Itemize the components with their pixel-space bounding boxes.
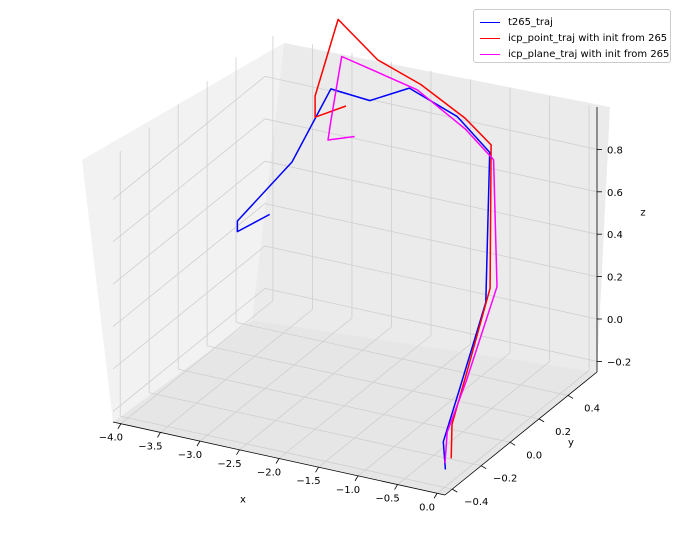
x-axis-line	[112, 421, 446, 496]
x-grid-floor	[199, 317, 353, 442]
legend-swatch-icp-plane	[480, 53, 500, 55]
z-tick-label: 0.2	[607, 273, 623, 284]
y-axis-line	[444, 371, 598, 496]
legend-swatch-icp-point	[480, 37, 500, 39]
x-tick-mark	[275, 458, 280, 464]
x-tick-label: −0.5	[375, 494, 399, 505]
z-tick-label: 0.6	[607, 188, 623, 199]
x-tick-label: −2.5	[217, 459, 241, 470]
left-pane	[82, 43, 284, 422]
legend-swatch-t265	[480, 21, 500, 23]
x-tick-label: −1.0	[336, 485, 360, 496]
y-tick-mark	[509, 441, 516, 446]
z-grid-back	[264, 203, 598, 277]
x-tick-mark	[236, 449, 240, 456]
y-axis-label: y	[568, 438, 574, 449]
legend-label-t265: t265_traj	[508, 16, 553, 28]
y-grid-floor	[235, 322, 569, 396]
x-tick-label: −3.5	[138, 441, 162, 452]
y-tick-mark	[538, 418, 545, 423]
grid-lines	[112, 35, 598, 494]
y-tick-mark	[567, 395, 574, 399]
z-axis-label: z	[640, 208, 645, 219]
y-tick-label: −0.4	[464, 497, 488, 508]
x-grid-floor	[397, 361, 550, 485]
legend-label-icp-plane: icp_plane_traj with init from 265	[508, 48, 670, 60]
y-tick-label: 0.0	[526, 450, 542, 461]
series-line-0	[236, 87, 491, 470]
z-grid-left	[112, 118, 266, 243]
z-grid-back	[264, 160, 598, 235]
z-grid-left	[112, 245, 266, 370]
x-tick-mark	[117, 423, 122, 429]
series-line-1	[314, 18, 492, 459]
x-grid-floor	[357, 352, 511, 477]
data-series	[236, 18, 498, 470]
x-tick-mark	[315, 466, 319, 473]
z-grid-back	[264, 76, 598, 150]
y-tick-label: 0.4	[584, 403, 600, 414]
x-grid-floor	[160, 309, 313, 433]
z-grid-back	[264, 245, 598, 320]
legend: t265_traj icp_point_traj with init from …	[473, 9, 671, 63]
legend-label-icp-point: icp_point_traj with init from 265	[508, 32, 668, 44]
x-grid-floor	[436, 369, 590, 494]
x-tick-label: −4.0	[99, 433, 123, 444]
x-tick-mark	[354, 475, 359, 482]
series-line-2	[327, 55, 498, 464]
z-tick-label: 0.8	[607, 145, 623, 156]
x-tick-mark	[196, 440, 201, 447]
z-grid-left	[112, 160, 266, 285]
x-grid-floor	[120, 300, 274, 425]
legend-item-t265: t265_traj	[480, 15, 553, 29]
x-tick-label: −3.0	[178, 450, 202, 461]
x-axis-label: x	[240, 495, 246, 506]
y-grid-floor	[178, 368, 511, 443]
y-tick-mark	[452, 488, 458, 493]
x-grid-floor	[278, 335, 432, 459]
x-tick-label: −1.5	[296, 476, 320, 487]
legend-item-icp-point: icp_point_traj with init from 265	[480, 31, 667, 45]
x-tick-label: −2.0	[257, 468, 281, 479]
y-grid-floor	[149, 392, 482, 467]
z-tick-label: −0.2	[607, 357, 631, 368]
floor-pane	[113, 320, 597, 495]
y-tick-mark	[480, 465, 487, 470]
x-grid-floor	[239, 326, 392, 451]
z-tick-label: 0.0	[607, 315, 623, 326]
z-grid-left	[112, 76, 266, 200]
legend-item-icp-plane: icp_plane_traj with init from 265	[480, 47, 669, 61]
axes: −4.0 −3.5 −3.0 −2.5 −2.0 −1.5 −1.0 −0.5 0.0 −0.4 −…	[99, 107, 646, 513]
x-tick-mark	[394, 484, 398, 490]
x-tick-label: 0.0	[419, 502, 435, 513]
x-grid-floor	[318, 343, 471, 468]
x-tick-mark	[433, 493, 438, 499]
z-grid-left	[112, 203, 266, 327]
z-tick-label: 0.4	[607, 230, 623, 241]
z-grid-back	[264, 118, 598, 193]
z-grid-left	[112, 288, 266, 412]
y-tick-label: −0.2	[493, 474, 517, 485]
y-tick-label: 0.2	[555, 427, 571, 438]
y-grid-floor	[207, 345, 540, 420]
z-grid-back	[264, 288, 598, 362]
x-tick-mark	[157, 432, 161, 438]
y-grid-floor	[120, 415, 453, 490]
